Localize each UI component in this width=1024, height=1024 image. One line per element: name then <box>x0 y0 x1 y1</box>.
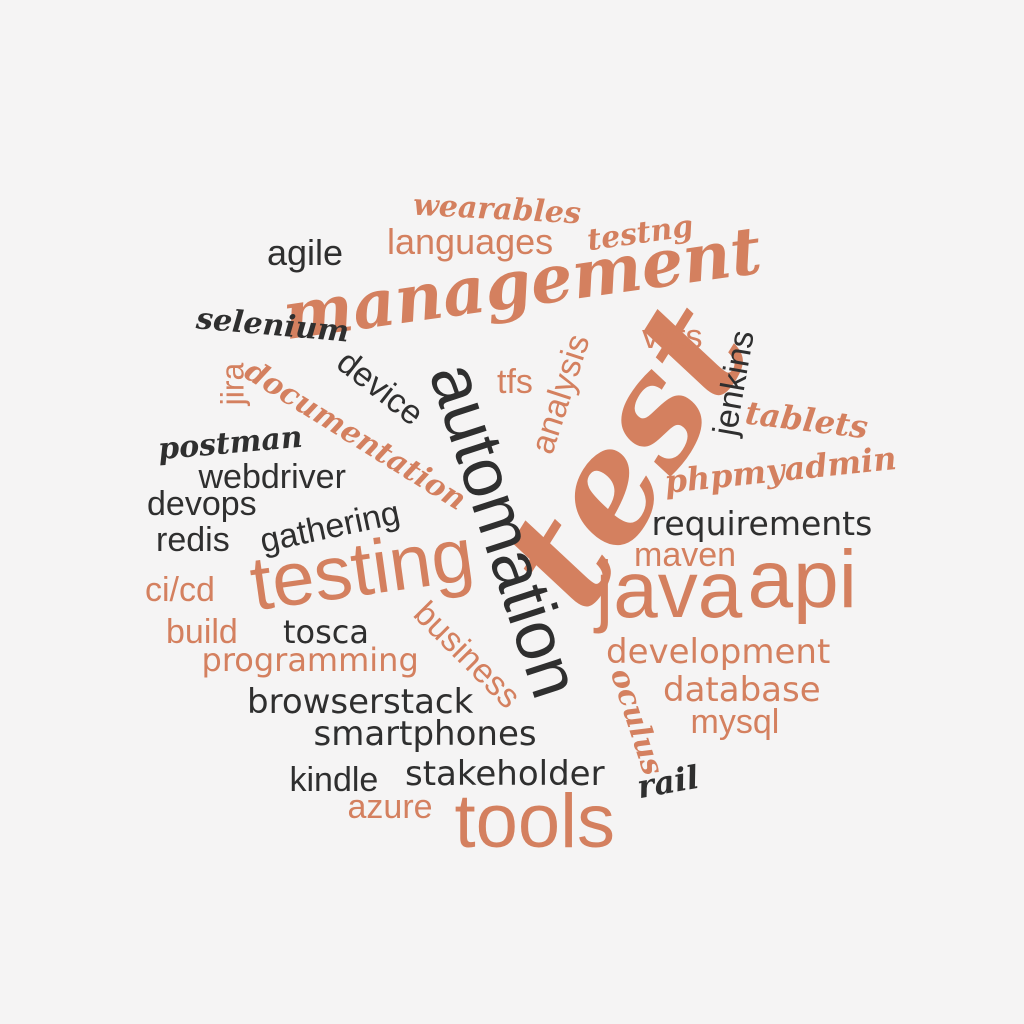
word-browserstack: browserstack <box>247 682 474 722</box>
word-development: development <box>606 632 831 672</box>
word-api: api <box>747 534 857 625</box>
word-oculus: oculus <box>602 664 671 780</box>
word-cicd: ci/cd <box>145 571 215 609</box>
word-rail: rail <box>634 757 702 807</box>
word-java: java <box>595 545 743 634</box>
word-languages: languages <box>387 221 554 262</box>
word-database: database <box>663 670 821 710</box>
word-kindle: kindle <box>289 761 379 799</box>
word-stakeholder: stakeholder <box>405 754 605 794</box>
word-smartphones: smartphones <box>313 714 537 754</box>
word-tablets: tablets <box>742 393 870 447</box>
word-azure: azure <box>347 788 433 826</box>
word-mysql: mysql <box>690 703 780 741</box>
word-webdriver: webdriver <box>198 458 346 496</box>
word-redis: redis <box>156 521 230 559</box>
word-requirements: requirements <box>651 503 873 543</box>
word-programming: programming <box>201 641 419 679</box>
word-tfs: tfs <box>497 363 533 401</box>
word-vsts: vsts <box>642 318 703 356</box>
word-tosca: tosca <box>283 613 369 651</box>
word-agile: agile <box>267 232 344 273</box>
word-maven: maven <box>634 536 737 574</box>
word-build: build <box>166 613 238 651</box>
word-tools: tools <box>454 779 616 864</box>
word-devops: devops <box>147 485 257 523</box>
